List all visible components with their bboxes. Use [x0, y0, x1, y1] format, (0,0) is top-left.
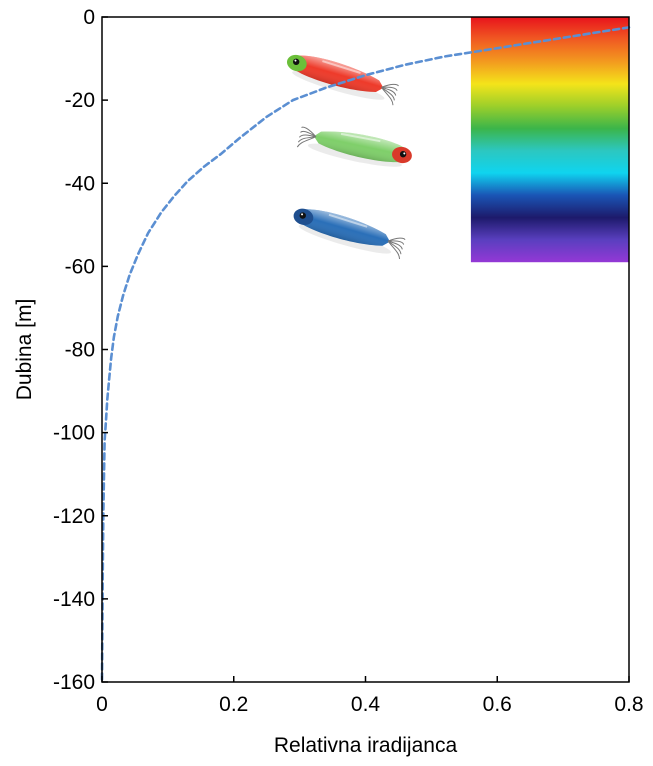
y-tick-label: -140 [53, 588, 95, 611]
lure-hook [387, 240, 405, 245]
lure-hook [301, 126, 317, 138]
lure-hook [387, 240, 401, 260]
x-tick-label: 0.8 [614, 693, 643, 716]
y-tick-label: -80 [65, 339, 95, 362]
lure-eye-highlight [301, 213, 304, 216]
lure-eye-highlight [403, 152, 406, 155]
spectrum-band [470, 17, 629, 263]
lure-shine [294, 209, 390, 246]
lure-stripe [328, 213, 368, 228]
lure-hook [297, 136, 316, 143]
blue-lure [293, 208, 406, 260]
lure-stripe [322, 60, 361, 74]
red-lure [286, 54, 399, 106]
lure-hook [296, 136, 317, 148]
lure-hook [381, 86, 397, 96]
lure-hook [387, 237, 406, 242]
x-tick-label: 0 [96, 693, 108, 716]
lure-hook [299, 134, 316, 138]
x-axis-label: Relativna iradijanca [274, 734, 458, 757]
y-tick-label: -20 [65, 89, 95, 112]
lure-hook [381, 87, 394, 106]
lure-hook [381, 83, 399, 88]
lure-hook [387, 240, 403, 250]
lure-shine [288, 55, 384, 92]
y-tick-label: -160 [53, 671, 95, 694]
y-axis-label: Dubina [m] [13, 299, 36, 401]
green-lure [296, 126, 412, 167]
lure-hook [387, 240, 402, 255]
y-tick-label: -40 [65, 172, 95, 195]
series-line [100, 26, 631, 684]
y-tick-label: 0 [83, 6, 95, 29]
x-tick-label: 0.4 [351, 693, 381, 716]
lure-hook [381, 86, 398, 91]
x-tick-label: 0.2 [219, 693, 248, 716]
y-tick-label: -100 [53, 422, 95, 445]
lure-hook [300, 130, 317, 138]
plot-area [100, 17, 631, 684]
lure-hook [381, 86, 395, 101]
lure-shine [313, 131, 411, 163]
lure-eye-highlight [294, 59, 297, 62]
lure-stripe [340, 132, 381, 143]
axes: 0 0.2 0.4 0.6 0.8 0 -20 -40 -60 -80 -100 -120 -140 -1… [53, 6, 644, 716]
y-tick-label: -120 [53, 505, 95, 528]
x-tick-label: 0.6 [483, 693, 512, 716]
y-tick-label: -60 [65, 255, 95, 278]
